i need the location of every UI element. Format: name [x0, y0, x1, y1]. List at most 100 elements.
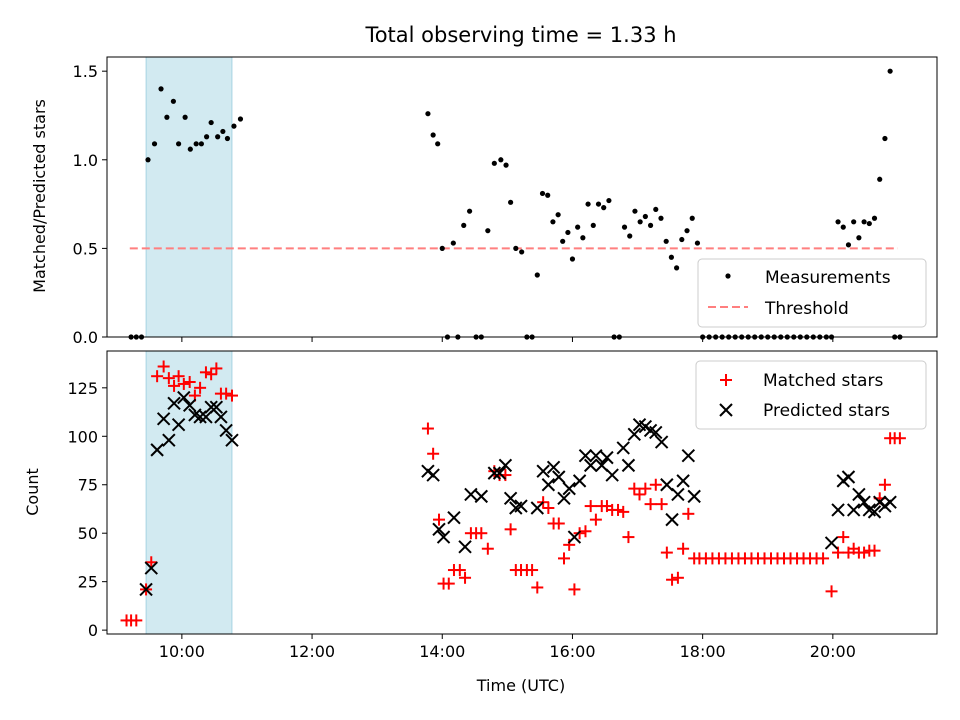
count-axes: 0 25 50 75 100 125 10:00 12:00 14:00 16:00 18:00 20… [67, 350, 938, 661]
matched-star-point [151, 370, 164, 383]
predicted-star-point [852, 487, 866, 502]
measurement-point [466, 208, 473, 214]
count-xtick-label: 16:00 [549, 642, 595, 661]
measurement-point [840, 224, 846, 230]
highlight-span-top [145, 56, 233, 338]
matched-star-point [168, 379, 181, 392]
matched-star-point [183, 376, 196, 389]
measurement-point [158, 86, 164, 92]
predicted-star-point [514, 499, 528, 513]
predicted-star-point [567, 530, 582, 544]
predicted-star-point [426, 468, 440, 482]
matched-star-point [220, 387, 233, 400]
predicted-star-point [557, 491, 571, 506]
predicted-star-point [654, 435, 669, 449]
predicted-star-point [857, 495, 871, 509]
legend-count: Matched stars Predicted stars [695, 360, 927, 430]
measurement-point [545, 192, 551, 198]
count-ytick-label: 25 [78, 573, 98, 592]
predicted-star-point [150, 443, 164, 457]
measurement-point [569, 256, 576, 262]
predicted-star-point [503, 491, 518, 506]
measurement-point [208, 119, 214, 126]
measurement-point [565, 229, 571, 236]
predicted-star-point [498, 458, 513, 473]
matched-star-point [633, 488, 646, 501]
predicted-star-point [846, 503, 861, 517]
matched-star-point [628, 482, 641, 495]
count-xtick-label: 12:00 [289, 642, 335, 661]
measurement-point [632, 208, 638, 214]
matched-star-point [475, 527, 488, 540]
measurement-point [606, 197, 612, 204]
measurement-point [539, 190, 546, 197]
ratio-panel: 0.0 0.5 1.0 1.5 Total observing time = 1.33… [30, 23, 938, 347]
matched-star-point [542, 502, 555, 515]
matched-star-point [655, 498, 668, 511]
measurement-point [653, 206, 659, 213]
measurement-point [627, 233, 633, 239]
matched-stars-points [120, 360, 906, 627]
matched-star-point [589, 513, 602, 526]
predicted-star-point [492, 466, 507, 480]
measurement-point [425, 111, 431, 117]
matched-star-point [639, 482, 652, 495]
measurement-point [601, 205, 607, 211]
matched-star-point [568, 583, 581, 596]
measurement-point [560, 238, 566, 244]
measurement-point [450, 240, 456, 246]
measurement-point [204, 134, 210, 140]
measurement-point [877, 176, 883, 182]
measurement-point [151, 141, 158, 147]
matched-star-point [868, 544, 881, 557]
count-xtick-label: 10:00 [159, 642, 205, 661]
ratio-axes: 0.0 0.5 1.0 1.5 [73, 56, 938, 347]
matched-star-point [531, 581, 544, 594]
predicted-star-point [167, 396, 181, 411]
predicted-star-point [824, 536, 839, 550]
measurement-point [176, 141, 182, 147]
matched-star-point [504, 523, 517, 536]
measurement-point [534, 272, 540, 278]
measurement-point [674, 265, 680, 271]
measurement-point [575, 224, 581, 230]
matched-star-point [442, 577, 455, 590]
matched-star-point [837, 531, 850, 544]
ratio-ytick-label: 1.0 [73, 151, 98, 170]
predicted-star-point [671, 487, 685, 502]
measurement-point [871, 215, 878, 221]
measurement-point [513, 245, 519, 251]
predicted-star-point [595, 458, 609, 473]
matched-star-point [157, 360, 170, 373]
matched-star-point [459, 571, 472, 584]
count-panel: 0 25 50 75 100 125 10:00 12:00 14:00 16:00 18:00 20… [23, 350, 938, 695]
ratio-ytick-label: 1.5 [73, 62, 98, 81]
measurement-point [439, 245, 445, 251]
measurement-point [694, 240, 701, 246]
matched-star-point [893, 432, 906, 445]
matched-star-point [421, 422, 434, 435]
predicted-star-point [219, 423, 233, 438]
count-ytick-label: 100 [67, 427, 98, 446]
predicted-star-point [214, 410, 228, 424]
measurement-point [170, 98, 176, 104]
predicted-star-point [225, 433, 239, 447]
predicted-star-point [681, 448, 696, 463]
measurement-point [498, 157, 504, 163]
measurement-point [585, 201, 591, 207]
measurement-point [503, 162, 509, 168]
predicted-star-point [193, 410, 207, 424]
matched-star-point [481, 542, 494, 555]
predicted-star-point [199, 410, 213, 424]
measurement-point [663, 238, 669, 244]
predicted-star-point [600, 450, 614, 465]
predicted-star-point [583, 458, 598, 473]
count-ytick-label: 75 [78, 476, 98, 495]
measurement-point [851, 219, 857, 225]
chart-title: Total observing time = 1.33 h [364, 23, 676, 47]
matched-star-point [584, 500, 597, 513]
measurement-point [689, 215, 695, 221]
predicted-star-point [831, 503, 845, 517]
